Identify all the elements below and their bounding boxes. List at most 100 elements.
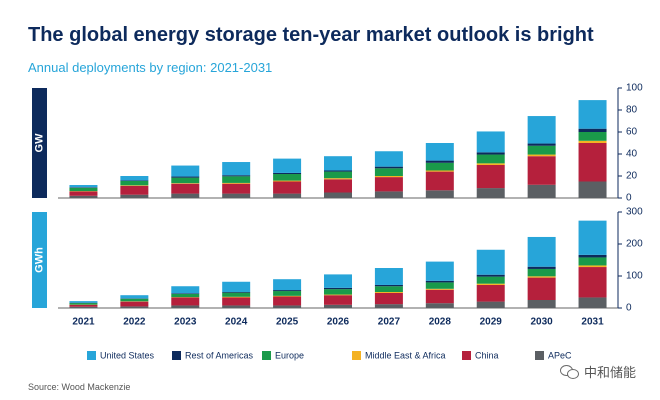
gwh-bar-2021-united-states [69, 301, 98, 303]
gw-bar-2027-europe [374, 168, 403, 176]
gw-bar-2031-europe [578, 132, 607, 141]
gw-bar-2028-apec [425, 190, 454, 198]
gwh-bar-2031-europe [578, 257, 607, 266]
x-tick-label: 2023 [174, 317, 197, 328]
gwh-bar-2028-united-states [425, 261, 454, 281]
gwh-y-tick-label: 300 [626, 207, 643, 218]
gw-bar-2031-united-states [578, 100, 607, 129]
gw-bar-2031-middle-east-africa [578, 140, 607, 143]
chart-area: GW 0 20 40 60 80 100 GWh 0 100 200 300 2021 2022 2023 2… [32, 83, 643, 361]
gwh-bar-2028-europe [425, 282, 454, 289]
gwh-bar-2029-china [476, 284, 505, 302]
legend-swatch [87, 351, 96, 360]
gw-bar-2023-europe [171, 177, 200, 184]
gw-bar-2021-china [69, 191, 98, 196]
gwh-bar-2023-apec [171, 305, 200, 308]
gw-bar-2026-middle-east-africa [324, 178, 352, 180]
gw-bar-2027-rest-of-americas [374, 166, 403, 169]
gwh-bar-2030-united-states [527, 236, 556, 267]
x-tick-label: 2029 [480, 317, 503, 328]
x-tick-label: 2027 [378, 317, 401, 328]
gw-bar-2024-middle-east-africa [222, 182, 251, 184]
gw-y-tick-label: 20 [626, 171, 638, 182]
gw-bar-2030-middle-east-africa [527, 154, 556, 157]
gw-bar-2029-rest-of-americas [476, 152, 505, 155]
gwh-bar-2027-middle-east-africa [374, 292, 403, 293]
gwh-bar-2030-rest-of-americas [527, 266, 556, 269]
gwh-bar-2028-china [425, 289, 454, 304]
gwh-bar-2031-rest-of-americas [578, 254, 607, 258]
x-tick-label: 2024 [225, 317, 248, 328]
gw-bar-2030-europe [527, 145, 556, 155]
gwh-y-tick-label: 200 [626, 239, 643, 250]
gw-bar-2031-apec [578, 181, 607, 198]
legend-label: APeC [548, 351, 572, 361]
gw-bar-2023-china [171, 183, 200, 194]
gwh-bar-2021-apec [69, 306, 98, 308]
gw-bar-2030-china [527, 156, 556, 185]
gwh-bar-2022-apec [120, 306, 149, 308]
gw-bar-2028-china [425, 171, 454, 191]
x-tick-label: 2022 [123, 317, 146, 328]
legend-label: Middle East & Africa [365, 351, 446, 361]
gw-bar-2025-rest-of-americas [273, 172, 302, 175]
gwh-unit-band [32, 212, 47, 308]
gwh-bar-2025-europe [273, 291, 302, 296]
gwh-bar-2021-europe [69, 303, 98, 305]
gwh-bar-2030-europe [527, 268, 556, 277]
gwh-bar-2027-united-states [374, 268, 403, 285]
gwh-bar-2025-apec [273, 305, 302, 308]
gwh-bar-2026-europe [324, 289, 352, 295]
x-tick-label: 2026 [327, 317, 350, 328]
gwh-bar-2029-united-states [476, 249, 505, 275]
gwh-bar-2024-rest-of-americas [222, 292, 251, 293]
gw-bar-2022-rest-of-americas [120, 180, 149, 181]
gwh-y-tick-label: 100 [626, 271, 643, 282]
gwh-bar-2024-china [222, 297, 251, 306]
gw-y-tick-label: 60 [626, 127, 638, 138]
gw-y-tick-label: 40 [626, 149, 638, 160]
gwh-bar-2031-china [578, 267, 607, 298]
gwh-bar-2023-europe [171, 293, 200, 298]
gw-bar-2023-united-states [171, 165, 200, 177]
gwh-bar-2028-apec [425, 303, 454, 308]
legend-label: Europe [275, 351, 304, 361]
gw-bar-2023-middle-east-africa [171, 183, 200, 184]
gwh-bar-2023-rest-of-americas [171, 293, 200, 294]
watermark: 中和储能 [560, 362, 636, 381]
gw-bar-2030-united-states [527, 116, 556, 144]
gwh-bar-2025-china [273, 296, 302, 306]
x-tick-label: 2030 [531, 317, 554, 328]
gwh-bar-2026-apec [324, 304, 352, 308]
gw-bar-2026-rest-of-americas [324, 170, 352, 172]
gw-bar-2022-middle-east-africa [120, 185, 149, 186]
gwh-bar-2027-rest-of-americas [374, 284, 403, 287]
gw-bar-2031-china [578, 143, 607, 182]
gw-bar-2027-united-states [374, 151, 403, 167]
gwh-bar-2031-middle-east-africa [578, 265, 607, 268]
gw-bar-2022-europe [120, 180, 149, 186]
legend-label: United States [100, 351, 155, 361]
gw-y-tick-label: 100 [626, 83, 643, 94]
gw-bar-2021-apec [69, 195, 98, 198]
gw-bar-2027-middle-east-africa [374, 176, 403, 178]
gwh-bar-2026-united-states [324, 274, 352, 288]
gw-bar-2024-china [222, 183, 251, 194]
gw-bar-2021-rest-of-americas [69, 187, 98, 188]
gw-bar-2029-united-states [476, 131, 505, 153]
source-note: Source: Wood Mackenzie [28, 382, 131, 392]
gw-bar-2030-apec [527, 184, 556, 198]
gwh-bar-2026-rest-of-americas [324, 287, 352, 290]
x-tick-label: 2025 [276, 317, 299, 328]
gwh-bar-2025-rest-of-americas [273, 290, 302, 292]
gw-bar-2031-rest-of-americas [578, 128, 607, 132]
gw-bar-2029-china [476, 165, 505, 189]
gwh-bar-2024-middle-east-africa [222, 296, 251, 298]
gw-bar-2028-united-states [425, 143, 454, 161]
gw-unit-band [32, 88, 47, 198]
gwh-y-tick-label: 0 [626, 303, 632, 314]
gw-bar-2025-apec [273, 193, 302, 198]
gwh-bar-2029-middle-east-africa [476, 283, 505, 285]
gw-bar-2025-china [273, 181, 302, 194]
gwh-bar-2031-apec [578, 297, 607, 308]
